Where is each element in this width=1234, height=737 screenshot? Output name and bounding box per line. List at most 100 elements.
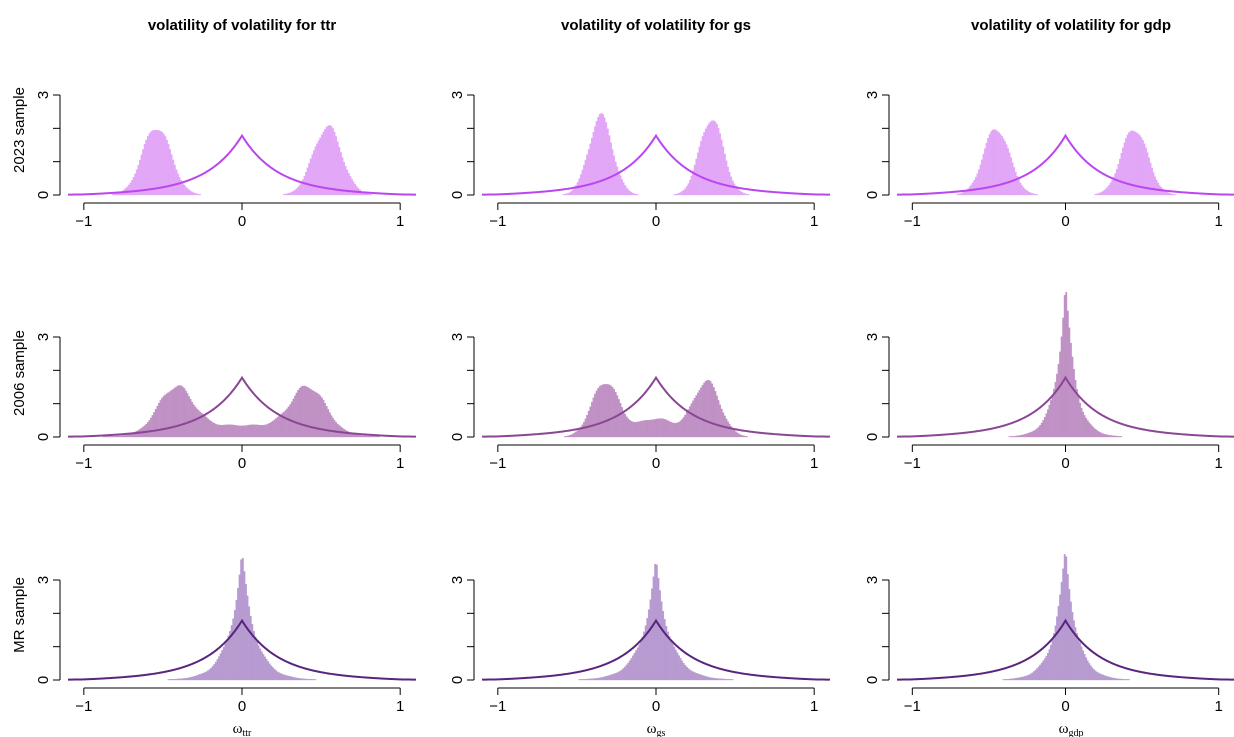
- histogram-bar: [640, 640, 642, 681]
- histogram-bar: [1079, 402, 1081, 438]
- histogram-bar: [660, 601, 663, 681]
- histogram-bar: [108, 436, 111, 438]
- histogram-bar: [589, 143, 592, 196]
- histogram-bar: [327, 409, 330, 438]
- histogram-bar: [170, 390, 173, 438]
- histogram-bar: [118, 435, 121, 438]
- histogram-bar: [1082, 411, 1085, 438]
- x-tick-label: 0: [1061, 455, 1069, 472]
- histogram-bar: [744, 193, 747, 196]
- histogram-bar: [617, 671, 620, 681]
- histogram-bar: [628, 190, 631, 196]
- x-tick-label: 0: [652, 698, 660, 715]
- histogram-bar: [1034, 669, 1037, 681]
- histogram-bar: [1155, 179, 1158, 196]
- histogram-bar: [1105, 675, 1108, 681]
- x-label-ttr: ωttr: [233, 721, 252, 737]
- x-tick-label: −1: [75, 698, 92, 715]
- histogram-bar: [173, 387, 176, 438]
- histogram-bar: [199, 194, 202, 196]
- histogram-bar: [131, 180, 134, 196]
- histogram-bar: [256, 424, 258, 438]
- histogram-bar: [1100, 674, 1103, 681]
- histogram-bar: [1039, 664, 1042, 681]
- histogram-bar: [736, 188, 739, 196]
- histogram-bar: [195, 675, 198, 681]
- histogram-bar: [156, 405, 159, 438]
- histogram-bar: [1077, 396, 1080, 438]
- histogram-bar: [249, 615, 252, 681]
- histogram-bar: [1010, 436, 1013, 438]
- histogram-bar: [617, 171, 620, 196]
- histogram-bar: [698, 674, 701, 681]
- x-tick-label: −1: [75, 213, 92, 230]
- histogram-bar: [232, 424, 235, 438]
- histogram-bar: [1007, 679, 1009, 681]
- row-label-2006: 2006 sample: [11, 330, 28, 416]
- histogram-bar: [208, 419, 211, 438]
- histogram-bar: [711, 383, 714, 438]
- histogram-bar: [1053, 633, 1055, 681]
- histogram-bar: [606, 384, 609, 438]
- histogram-bar: [638, 644, 641, 681]
- histogram-bar: [194, 675, 197, 681]
- x-tick-label: 1: [810, 213, 818, 230]
- histogram-bar: [578, 428, 581, 438]
- histogram-bar: [1103, 675, 1106, 681]
- histogram-bar: [638, 421, 641, 438]
- histogram-bar: [1031, 431, 1034, 438]
- histogram-bar: [636, 647, 639, 681]
- histogram-bar: [725, 160, 728, 196]
- histogram-bar: [1017, 435, 1020, 438]
- histogram-bar: [183, 388, 186, 438]
- histogram-bar: [1099, 673, 1101, 681]
- histogram-bar: [262, 425, 265, 438]
- histogram-bar: [295, 392, 298, 438]
- histogram-bar: [728, 423, 731, 438]
- histogram-bar: [306, 167, 309, 196]
- histogram-bar: [583, 679, 585, 681]
- x-tick-label: 0: [1061, 213, 1069, 230]
- histogram-bar: [197, 410, 200, 438]
- histogram-bar: [357, 434, 360, 438]
- histogram-bar: [292, 398, 295, 438]
- histogram-bar: [172, 389, 175, 438]
- histogram-bar: [309, 679, 312, 681]
- histogram-bar: [1050, 400, 1052, 438]
- histogram-bar: [633, 193, 636, 196]
- histogram-bar: [632, 421, 635, 438]
- histogram-bar: [1011, 678, 1014, 681]
- histogram-bar: [704, 676, 707, 681]
- histogram-bar: [613, 389, 616, 438]
- histogram-bar: [1114, 678, 1117, 681]
- panel-1-3: −1 0 1 0 3: [864, 91, 1234, 230]
- histogram-bar: [308, 679, 311, 681]
- histogram-bar: [148, 420, 151, 438]
- histogram-bar: [311, 154, 314, 196]
- histogram-bar: [140, 154, 143, 196]
- histogram-bar: [1042, 660, 1045, 681]
- histogram-bar: [597, 116, 600, 196]
- histogram-bar: [1030, 432, 1032, 438]
- histogram-bar: [1112, 677, 1115, 681]
- histogram-bar: [1005, 144, 1008, 196]
- histogram-bar: [709, 381, 712, 438]
- histogram-bar: [1027, 433, 1029, 438]
- histogram-bar: [719, 404, 722, 438]
- histogram-bar: [297, 677, 300, 681]
- histogram-bar: [324, 129, 326, 196]
- histogram-bar: [568, 192, 571, 196]
- histogram-bar: [123, 435, 126, 438]
- histogram-bar: [979, 164, 982, 196]
- histogram-bar: [719, 133, 722, 196]
- histogram-bar: [666, 420, 669, 438]
- y-tick-label: 0: [449, 433, 466, 441]
- histogram-bar: [192, 676, 195, 681]
- histogram-bar: [682, 417, 685, 438]
- histogram-bar: [366, 193, 369, 196]
- histogram-bar: [161, 397, 164, 438]
- histogram-bar: [687, 183, 690, 196]
- histogram-bar: [1066, 574, 1069, 681]
- histogram-bar: [222, 646, 225, 681]
- histogram-bar: [146, 136, 149, 196]
